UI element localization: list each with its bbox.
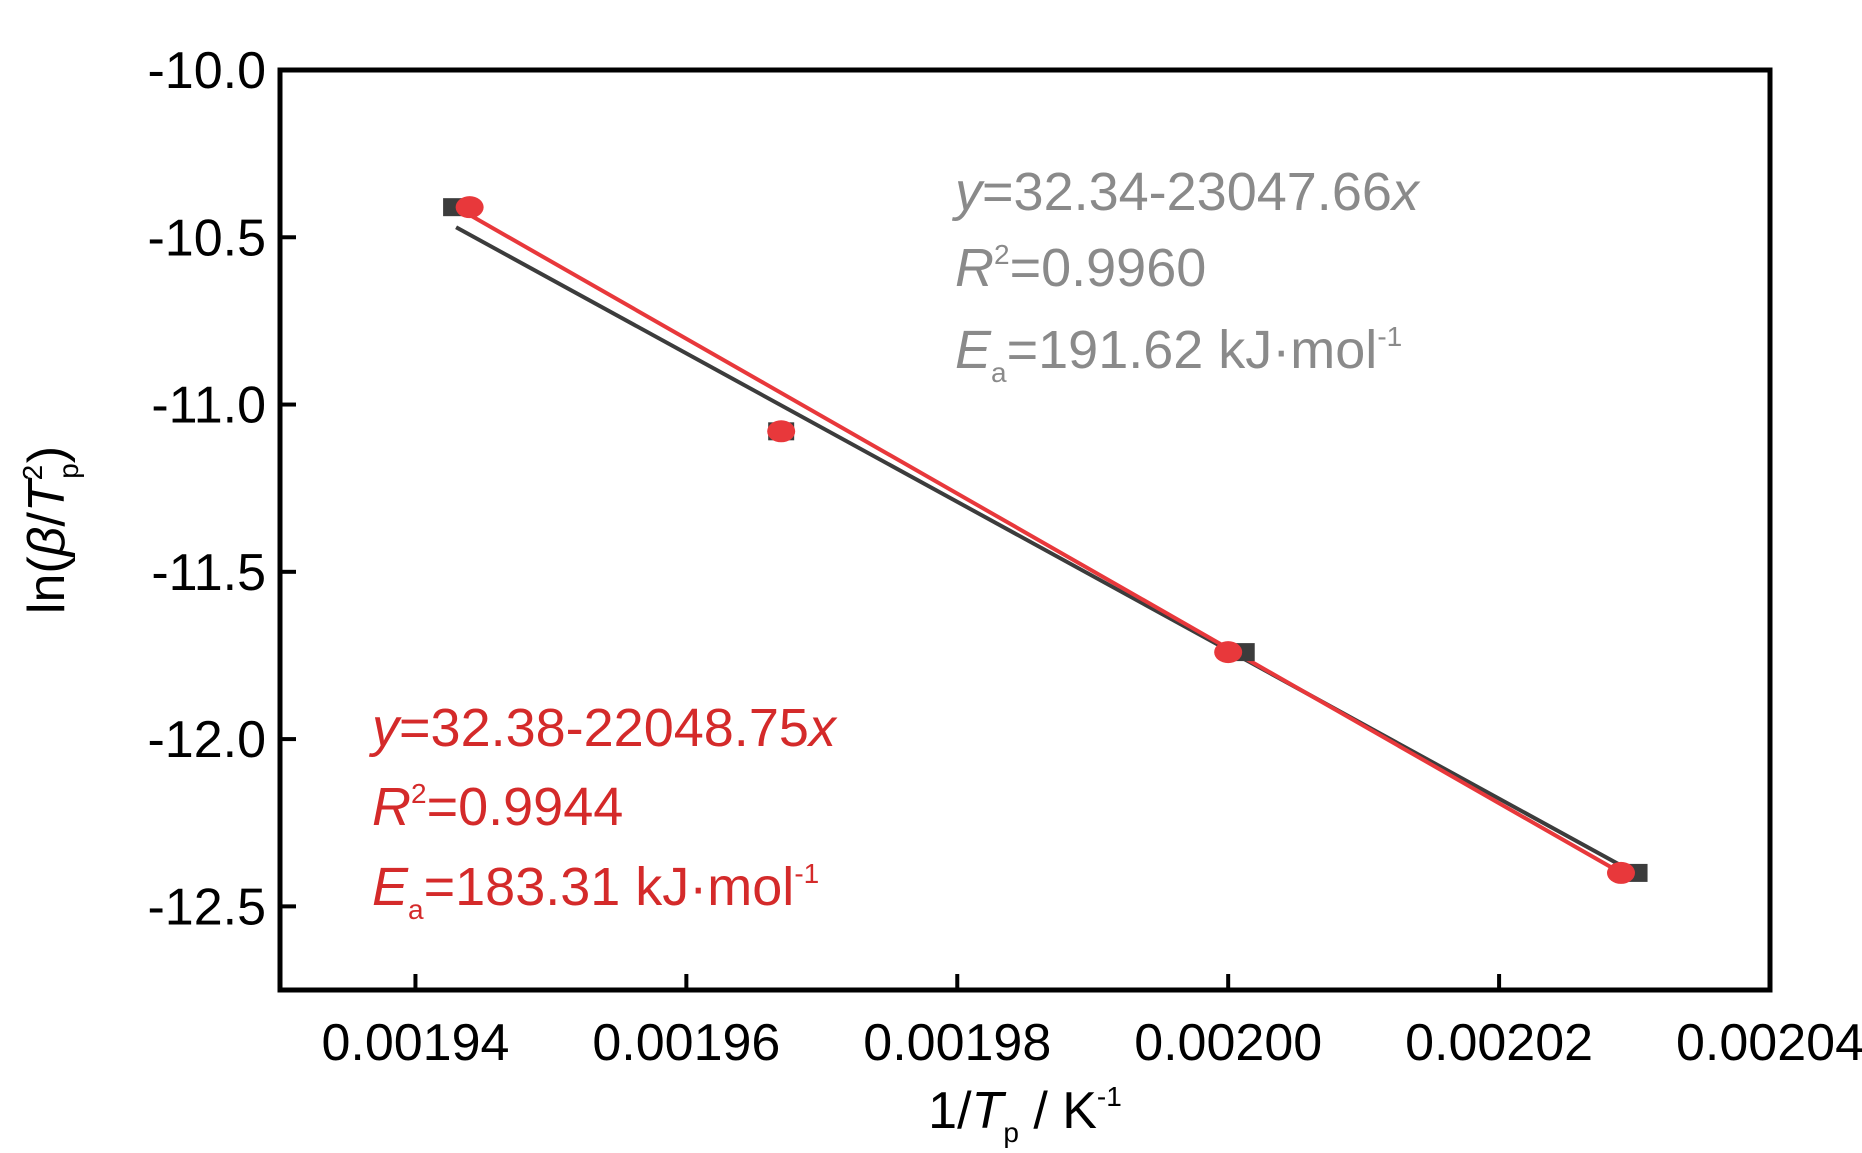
- gray-ea-val: =191.62 kJ·mol: [1007, 320, 1378, 380]
- gray-r2-var: R: [955, 238, 994, 298]
- red-ea-val: =183.31 kJ·mol: [424, 857, 795, 917]
- y-title-slash: /: [18, 512, 76, 527]
- x-tick-label: 0.00204: [1676, 1014, 1862, 1072]
- y-axis-title: ln(β/T2 p): [17, 446, 84, 614]
- x-title-suffix: / K: [1019, 1082, 1097, 1140]
- red-r2-var: R: [372, 777, 411, 837]
- red-r2-sup: 2: [411, 778, 427, 809]
- red-ea-var: E: [372, 857, 409, 917]
- red-ea-sup: -1: [794, 858, 819, 889]
- y-title-suffix: ): [18, 446, 76, 463]
- red-eq-body: =32.38-22048.75: [399, 698, 809, 758]
- y-title-sup: 2: [17, 465, 48, 481]
- gray-ea-var: E: [955, 320, 992, 380]
- y-tick-label: -11.0: [151, 377, 266, 435]
- x-axis-title: 1/Tp / K-1: [928, 1081, 1122, 1148]
- x-tick-label: 0.00200: [1134, 1014, 1322, 1072]
- red-fit-annotation: y=32.38-22048.75x R2=0.9944 Ea=183.31 kJ…: [368, 698, 851, 925]
- x-title-sub: p: [1003, 1117, 1019, 1148]
- gray-ea-sup: -1: [1377, 321, 1402, 352]
- gray-eq-body: =32.34-23047.66: [982, 162, 1392, 222]
- plot-frame: [277, 67, 1773, 993]
- red-eq-var: y: [368, 698, 402, 758]
- y-title-sub: p: [53, 463, 84, 479]
- gray-fit-line: [455, 225, 1636, 875]
- y-tick-label: -11.5: [151, 544, 266, 602]
- y-tick-label: -12.0: [147, 711, 266, 769]
- red-circle-marker: [767, 420, 796, 443]
- x-tick-label: 0.00198: [863, 1014, 1051, 1072]
- red-ea-sub: a: [408, 894, 424, 925]
- x-title-var: T: [972, 1082, 1007, 1140]
- red-eq-x: x: [806, 698, 838, 758]
- red-circle-marker: [1607, 861, 1635, 884]
- gray-fit-annotation: y=32.34-23047.66x R2=0.9960 Ea=191.62 kJ…: [951, 162, 1434, 388]
- gray-ea-sub: a: [991, 357, 1007, 388]
- gray-r2-val: =0.9960: [1010, 238, 1207, 298]
- y-title-prefix: ln(: [18, 556, 76, 614]
- gray-eq-x: x: [1389, 162, 1421, 222]
- y-title-var: T: [18, 477, 76, 512]
- gray-eq-var: y: [951, 162, 985, 222]
- x-title-sup: -1: [1097, 1081, 1122, 1112]
- red-r2-val: =0.9944: [427, 777, 624, 837]
- x-tick-label: 0.00194: [321, 1014, 509, 1072]
- y-tick-label: -10.0: [147, 42, 266, 100]
- x-tick-label: 0.00196: [592, 1014, 780, 1072]
- x-tick-label: 0.00202: [1405, 1014, 1593, 1072]
- x-title-prefix: 1/: [928, 1082, 972, 1140]
- red-circle-marker: [455, 196, 484, 219]
- red-fit-line: [455, 205, 1622, 875]
- y-tick-label: -12.5: [147, 878, 266, 936]
- y-tick-label: -10.5: [147, 209, 266, 267]
- red-circle-marker: [1214, 641, 1243, 664]
- y-title-beta: β: [18, 527, 76, 559]
- gray-r2-sup: 2: [994, 239, 1010, 270]
